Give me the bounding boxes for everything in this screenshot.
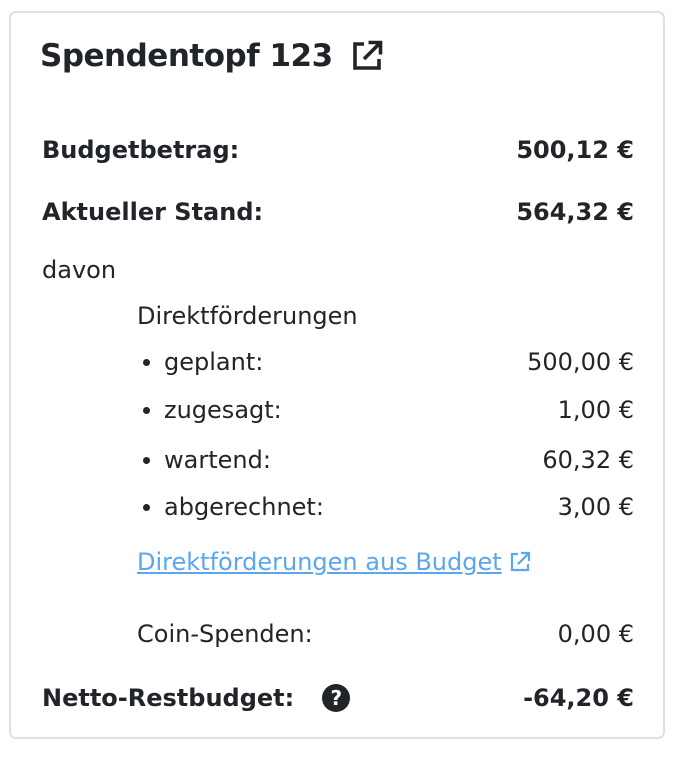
item-value: 3,00 € [557,493,634,521]
current-value: 564,32 € [516,198,634,226]
item-value: 1,00 € [557,396,634,424]
list-item: zugesagt: 1,00 € [137,393,634,427]
coin-value: 0,00 € [557,620,634,648]
davon-row: davon [42,253,634,287]
bullet-icon [143,503,150,511]
item-label: wartend: [164,446,271,474]
title-text: Spendentopf 123 [40,38,333,74]
coin-label: Coin-Spenden: [137,620,313,648]
bullet-icon [143,456,150,464]
current-row: Aktueller Stand: 564,32 € [42,195,634,229]
list-item: geplant: 500,00 € [137,345,634,379]
direct-budget-link[interactable]: Direktförderungen aus Budget [137,548,532,576]
card-title[interactable]: Spendentopf 123 [40,38,385,74]
list-item: wartend: 60,32 € [137,443,634,477]
net-label: Netto-Restbudget: [42,684,295,712]
item-label: abgerechnet: [164,493,324,521]
budget-label: Budgetbetrag: [42,136,240,164]
direct-heading-row: Direktförderungen [137,299,634,333]
budget-card [9,11,665,739]
bullet-icon [143,406,150,414]
coin-row: Coin-Spenden: 0,00 € [137,617,634,651]
help-icon[interactable]: ? [322,684,351,712]
current-label: Aktueller Stand: [42,198,264,226]
direct-heading: Direktförderungen [137,302,358,330]
item-label: zugesagt: [164,396,282,424]
list-item: abgerechnet: 3,00 € [137,490,634,524]
link-text[interactable]: Direktförderungen aus Budget [137,548,502,576]
item-label: geplant: [164,348,264,376]
item-value: 500,00 € [527,348,634,376]
external-link-icon [510,551,530,572]
net-value: -64,20 € [523,684,634,712]
bullet-icon [143,358,150,366]
external-link-icon[interactable] [349,38,385,74]
budget-row: Budgetbetrag: 500,12 € [42,133,634,167]
net-row: Netto-Restbudget:? -64,20 € [42,681,634,715]
davon-label: davon [42,256,117,284]
budget-value: 500,12 € [516,136,634,164]
item-value: 60,32 € [542,446,634,474]
